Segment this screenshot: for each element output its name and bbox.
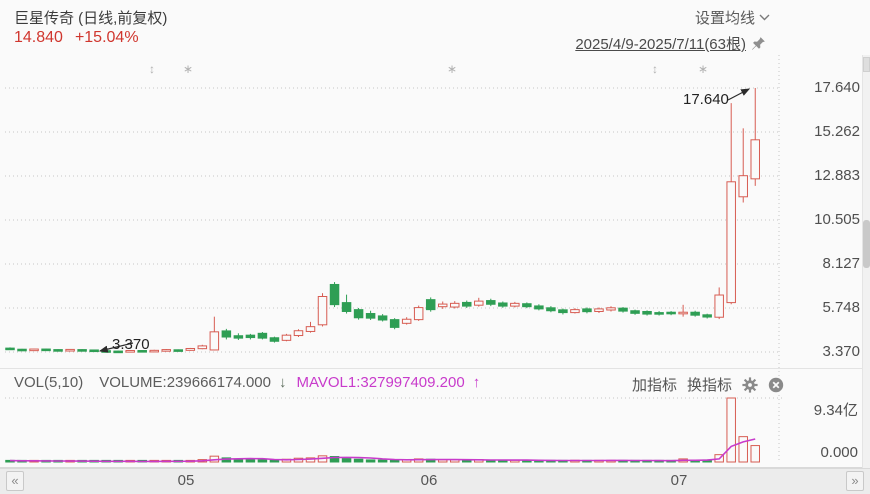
chevron-down-icon xyxy=(759,14,770,21)
right-scrollbar-button[interactable] xyxy=(863,57,870,72)
price-axis-label: 8.127 xyxy=(822,255,860,272)
volume-value: VOLUME:239666174.000 xyxy=(99,374,271,391)
updown-marker-icon: ↕ xyxy=(652,62,658,76)
high-annotation: 17.640 xyxy=(683,91,729,108)
volume-axis-max: 9.34亿 xyxy=(813,402,858,419)
last-price: 14.840 xyxy=(14,29,63,46)
star-marker-icon: ∗ xyxy=(697,62,709,76)
axis-divider xyxy=(0,467,870,468)
time-axis-bar xyxy=(0,468,870,494)
price-axis-label: 17.640 xyxy=(814,79,860,96)
mavol-value: MAVOL1:327997409.200 xyxy=(296,374,465,391)
vol-indicator-label[interactable]: VOL(5,10) xyxy=(14,374,84,391)
indicator-controls: 加指标 换指标 xyxy=(632,374,784,395)
date-range-link[interactable]: 2025/4/9-2025/7/11(63根) xyxy=(575,36,746,53)
switch-indicator-button[interactable]: 换指标 xyxy=(686,377,732,394)
pane-divider xyxy=(0,368,870,369)
ma-settings-button[interactable]: 设置均线 xyxy=(695,7,770,28)
close-icon[interactable] xyxy=(768,377,784,393)
star-marker-icon: ∗ xyxy=(182,62,194,76)
mavol-up-arrow-icon: ↑ xyxy=(472,374,481,391)
scroll-right-button[interactable]: » xyxy=(846,471,864,491)
gear-icon[interactable] xyxy=(742,376,758,393)
chart-title: 巨星传奇 (日线,前复权) xyxy=(14,10,168,27)
price-axis-label: 5.748 xyxy=(822,299,860,316)
updown-marker-icon: ↕ xyxy=(149,62,155,76)
date-range-row: 2025/4/9-2025/7/11(63根) xyxy=(575,33,766,54)
volume-axis-min: 0.000 xyxy=(820,444,858,461)
month-label: 05 xyxy=(177,472,195,489)
price-axis-label: 10.505 xyxy=(814,211,860,228)
price-axis-label: 3.370 xyxy=(822,343,860,360)
ma-settings-label: 设置均线 xyxy=(694,10,755,27)
price-axis-label: 15.262 xyxy=(814,123,860,140)
scroll-left-button[interactable]: « xyxy=(6,471,24,491)
price-axis-label: 12.883 xyxy=(814,167,860,184)
last-price-row: 14.840 +15.04% xyxy=(14,29,139,47)
low-annotation: 3.370 xyxy=(112,336,150,353)
change-percent: +15.04% xyxy=(74,29,139,46)
volume-header: VOL(5,10) VOLUME:239666174.000 ↓ MAVOL1:… xyxy=(14,374,480,391)
volume-down-arrow-icon: ↓ xyxy=(279,374,287,391)
month-label: 06 xyxy=(420,472,438,489)
right-scrollbar-thumb[interactable] xyxy=(863,220,870,268)
star-marker-icon: ∗ xyxy=(446,62,458,76)
month-label: 07 xyxy=(670,472,688,489)
add-indicator-button[interactable]: 加指标 xyxy=(631,377,677,394)
pin-icon[interactable] xyxy=(751,36,766,51)
